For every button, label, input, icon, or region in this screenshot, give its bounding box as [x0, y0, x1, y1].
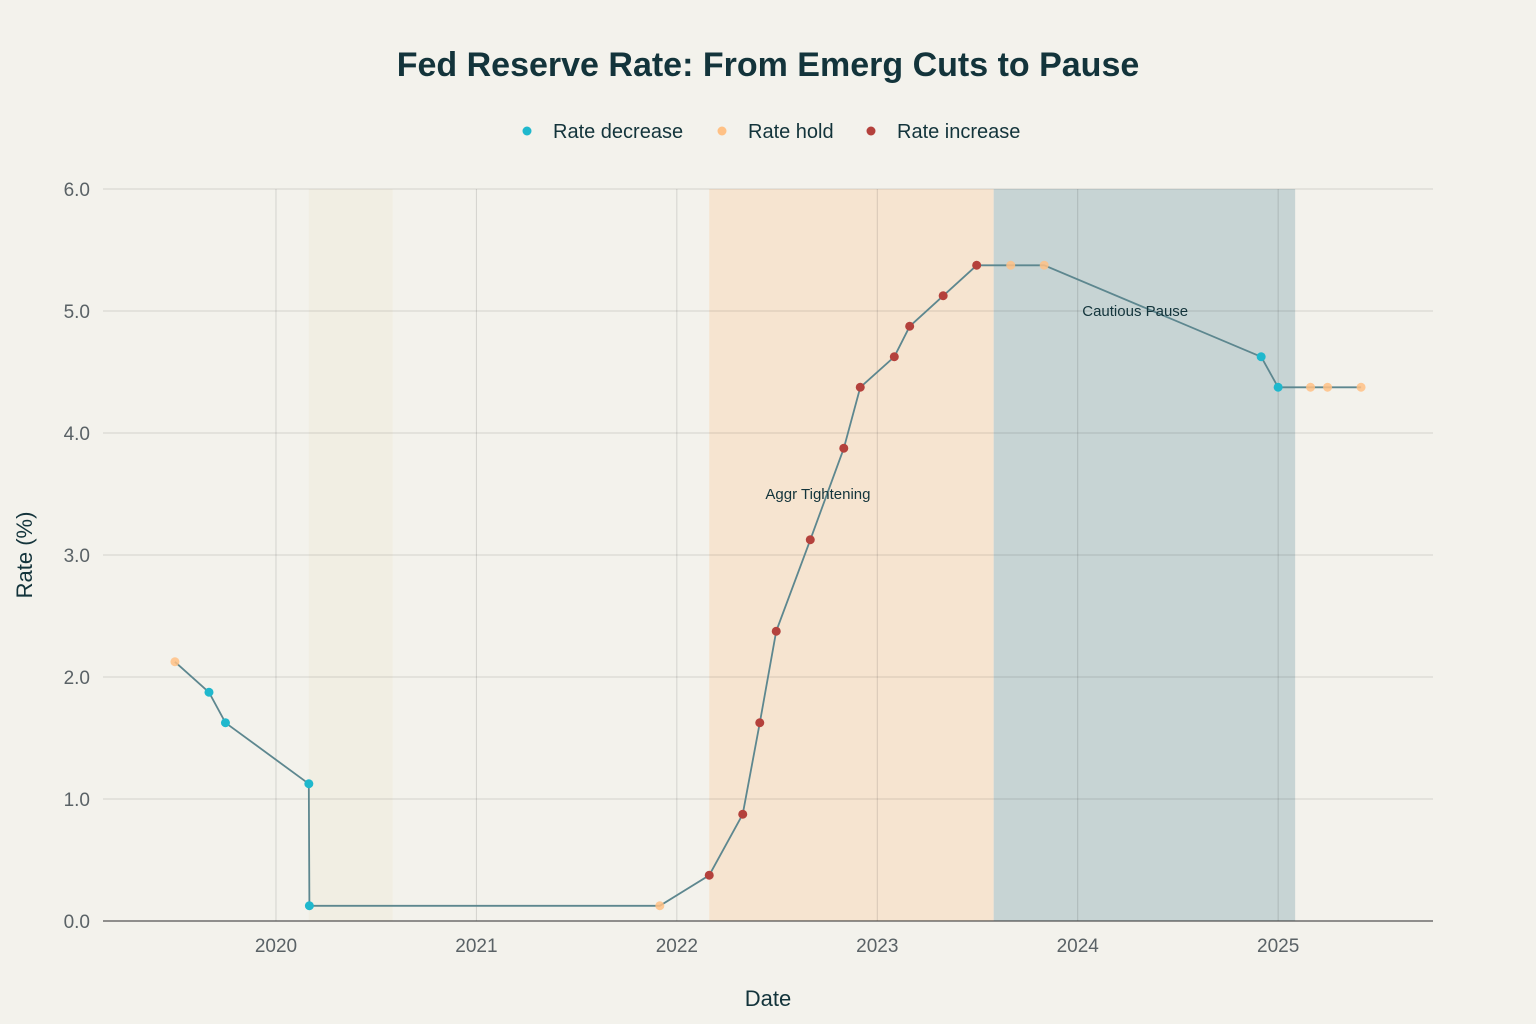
- data-point-rate-increase: [889, 352, 899, 362]
- data-point-rate-increase: [938, 291, 948, 301]
- annotation-label: Aggr Tightening: [765, 486, 870, 503]
- shaded-region: [709, 189, 994, 921]
- y-tick-labels: 0.0 1.0 2.0 3.0 4.0 5.0 6.0: [64, 180, 90, 933]
- y-tick-label: 5.0: [64, 302, 90, 323]
- y-tick-label: 6.0: [64, 180, 90, 201]
- data-point-rate-hold: [1306, 382, 1316, 392]
- y-tick-label: 2.0: [64, 668, 90, 689]
- data-point-rate-hold: [1323, 382, 1333, 392]
- data-point-rate-increase: [704, 870, 714, 880]
- legend-marker-icon: [866, 126, 876, 136]
- legend-marker-icon: [717, 126, 727, 136]
- data-point-rate-decrease: [220, 718, 230, 728]
- y-axis-title: Rate (%): [12, 512, 37, 599]
- data-point-rate-decrease: [204, 687, 214, 697]
- data-point-rate-increase: [805, 535, 815, 545]
- x-tick-labels: 2020 2021 2022 2023 2024 2025: [255, 936, 1299, 957]
- data-point-rate-increase: [755, 718, 765, 728]
- rate-line: [174, 264, 1362, 907]
- data-point-rate-hold: [1356, 382, 1366, 392]
- data-point-rate-increase: [972, 260, 982, 270]
- legend-item: Rate increase: [866, 121, 1020, 143]
- data-point-rate-increase: [855, 382, 865, 392]
- x-tick-label: 2022: [656, 936, 698, 957]
- data-point-rate-hold: [170, 657, 180, 667]
- legend-label: Rate hold: [748, 121, 834, 143]
- legend-item: Rate decrease: [522, 121, 683, 143]
- shaded-region: [993, 189, 1296, 921]
- x-axis-title: Date: [745, 986, 791, 1011]
- data-point-rate-hold: [655, 901, 665, 911]
- y-tick-label: 0.0: [64, 912, 90, 933]
- data-point-rate-decrease: [304, 779, 314, 789]
- y-tick-label: 3.0: [64, 546, 90, 567]
- y-tick-label: 1.0: [64, 790, 90, 811]
- x-tick-label: 2024: [1057, 936, 1100, 957]
- legend-marker-icon: [522, 126, 532, 136]
- x-tick-label: 2025: [1257, 936, 1299, 957]
- data-point-rate-increase: [738, 809, 748, 819]
- legend: Rate decrease Rate hold Rate increase: [522, 121, 1020, 143]
- x-tick-label: 2020: [255, 936, 297, 957]
- data-point-rate-increase: [771, 626, 781, 636]
- x-tick-label: 2021: [455, 936, 497, 957]
- shaded-regions: [308, 189, 1296, 921]
- data-point-rate-increase: [905, 321, 915, 331]
- legend-label: Rate increase: [897, 121, 1020, 143]
- annotation-label: Cautious Pause: [1082, 303, 1188, 320]
- x-tick-label: 2023: [856, 936, 898, 957]
- chart-title: Fed Reserve Rate: From Emerg Cuts to Pau…: [397, 46, 1140, 84]
- data-point-rate-hold: [1006, 260, 1016, 270]
- data-point-rate-decrease: [304, 901, 314, 911]
- data-point-rate-increase: [839, 443, 849, 453]
- grid: [103, 188, 1433, 921]
- legend-label: Rate decrease: [553, 121, 683, 143]
- data-point-rate-decrease: [1273, 382, 1283, 392]
- shaded-region: [308, 189, 393, 921]
- legend-item: Rate hold: [717, 121, 834, 143]
- y-tick-label: 4.0: [64, 424, 90, 445]
- data-point-rate-decrease: [1256, 352, 1266, 362]
- annotations: Aggr Tightening Cautious Pause: [765, 303, 1188, 503]
- data-point-rate-hold: [1039, 260, 1049, 270]
- rate-points: [170, 260, 1366, 911]
